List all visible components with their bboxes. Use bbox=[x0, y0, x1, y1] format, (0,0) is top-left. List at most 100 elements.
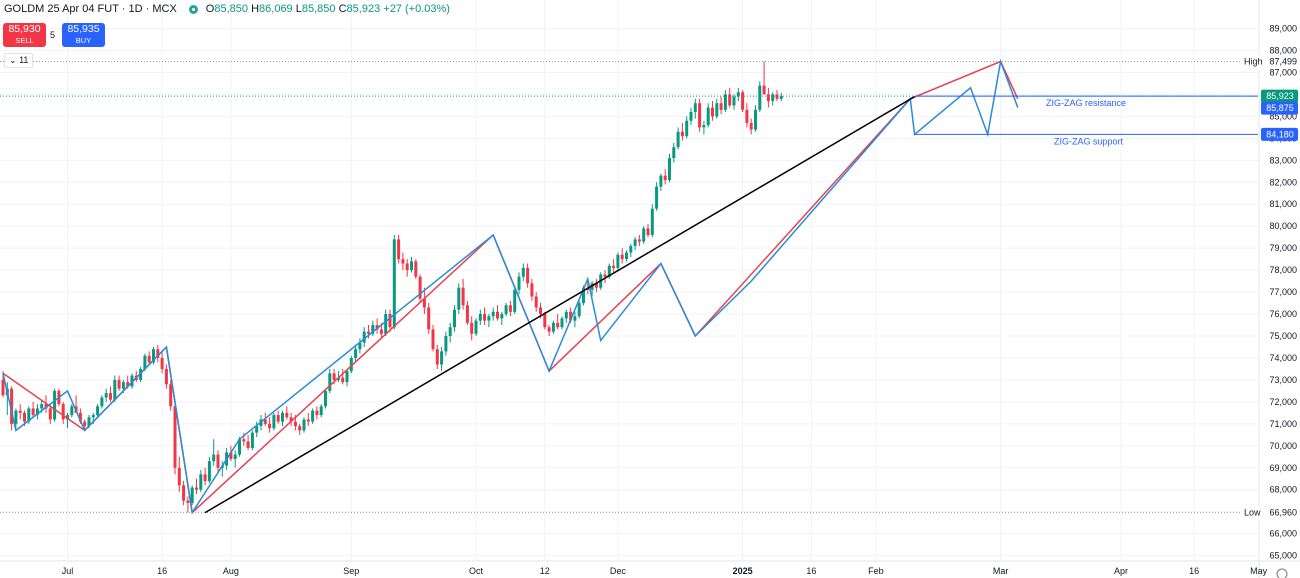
candle-body bbox=[302, 419, 306, 431]
symbol-header: GOLDM 25 Apr 04 FUT · 1D · MCX O85,850 H… bbox=[4, 3, 450, 15]
candle-body bbox=[594, 283, 598, 288]
candle-body bbox=[53, 390, 57, 420]
candle-body bbox=[564, 311, 568, 319]
y-tick-label: 66,000 bbox=[1269, 529, 1297, 539]
candle-body bbox=[453, 309, 456, 328]
candle-body bbox=[771, 94, 775, 102]
candle-body bbox=[569, 311, 573, 321]
close-label: C bbox=[338, 3, 347, 15]
candle-body bbox=[379, 329, 383, 334]
low-label: L bbox=[295, 3, 302, 15]
candle-body bbox=[444, 336, 448, 352]
candle-body bbox=[689, 112, 693, 121]
high-label: H bbox=[251, 3, 260, 15]
candle-body bbox=[633, 239, 637, 246]
symbol-title[interactable]: GOLDM 25 Apr 04 FUT · 1D · MCX bbox=[4, 3, 177, 15]
y-tick-label: 68,000 bbox=[1269, 485, 1297, 495]
candle-body bbox=[190, 487, 194, 503]
last-price-text: 85,923 bbox=[1266, 91, 1294, 101]
hl-price-text: 87,499 bbox=[1269, 57, 1297, 67]
candle-body bbox=[483, 314, 487, 321]
candle-body bbox=[646, 228, 650, 235]
candle-body bbox=[272, 415, 276, 429]
candle-body bbox=[749, 122, 753, 130]
resistance-label: ZIG-ZAG resistance bbox=[1046, 98, 1126, 108]
candle-body bbox=[754, 109, 757, 130]
candle-body bbox=[195, 487, 198, 490]
market-status-icon bbox=[188, 4, 198, 14]
y-tick-label: 77,000 bbox=[1269, 287, 1297, 297]
candle-body bbox=[500, 314, 504, 319]
candle-body bbox=[349, 357, 353, 372]
candle-body bbox=[298, 426, 302, 431]
y-tick-label: 85,000 bbox=[1269, 111, 1297, 121]
candle-body bbox=[513, 289, 517, 312]
trendline bbox=[204, 95, 915, 514]
candle-body bbox=[70, 406, 74, 416]
candle-body bbox=[706, 107, 710, 126]
candle-body bbox=[461, 287, 465, 306]
close-value: 85,923 bbox=[346, 3, 381, 15]
candle-body bbox=[539, 307, 542, 315]
level-price-badge bbox=[1261, 101, 1298, 115]
buy-button[interactable]: 85,935 BUY bbox=[62, 23, 105, 47]
candle-body bbox=[281, 412, 284, 422]
y-tick-label: 69,000 bbox=[1269, 463, 1297, 473]
indicators-toggle[interactable]: ⌄ 11 bbox=[4, 53, 34, 68]
candle-body bbox=[397, 239, 401, 260]
candle-body bbox=[78, 412, 82, 422]
candle-body bbox=[642, 228, 646, 242]
candle-body bbox=[96, 406, 100, 416]
hl-price-text: 66,960 bbox=[1269, 508, 1297, 518]
candle-body bbox=[616, 254, 620, 268]
candle-body bbox=[435, 349, 439, 365]
candle-body bbox=[109, 393, 112, 400]
y-tick-label: 74,000 bbox=[1269, 353, 1297, 363]
candle-body bbox=[199, 474, 203, 490]
candle-body bbox=[207, 461, 211, 481]
candle-body bbox=[388, 314, 392, 328]
candle-body bbox=[487, 316, 491, 321]
candle-body bbox=[164, 368, 168, 385]
candle-body bbox=[336, 377, 340, 380]
y-tick-label: 81,000 bbox=[1269, 199, 1297, 209]
x-tick-label: 12 bbox=[540, 566, 550, 576]
candle-body bbox=[345, 371, 349, 383]
candle-body bbox=[410, 261, 413, 271]
low-label: Low bbox=[1244, 508, 1261, 518]
candle-body bbox=[741, 92, 745, 110]
candle-body bbox=[61, 404, 65, 420]
candle-body bbox=[405, 263, 409, 271]
candle-body bbox=[762, 85, 766, 95]
candle-body bbox=[27, 408, 31, 422]
candle-body bbox=[534, 296, 538, 308]
candle-body bbox=[728, 94, 732, 106]
candle-body bbox=[496, 311, 499, 319]
candle-body bbox=[177, 467, 181, 486]
zigzag-red-line bbox=[2, 60, 1019, 515]
y-tick-label: 72,000 bbox=[1269, 397, 1297, 407]
candle-body bbox=[203, 474, 207, 481]
candle-body bbox=[577, 303, 581, 317]
x-tick-label: 16 bbox=[1189, 566, 1199, 576]
candle-body bbox=[358, 342, 362, 350]
sell-button[interactable]: 85,930 SELL bbox=[3, 23, 46, 47]
candle-body bbox=[766, 94, 770, 102]
candle-body bbox=[263, 419, 267, 424]
candle-body bbox=[650, 208, 654, 235]
candle-body bbox=[229, 452, 233, 459]
candle-body bbox=[711, 107, 714, 117]
x-tick-label: Sep bbox=[343, 566, 359, 576]
candle-body bbox=[663, 175, 667, 181]
candle-body bbox=[474, 320, 478, 334]
candle-body bbox=[104, 393, 108, 398]
candle-body bbox=[508, 305, 512, 312]
candle-body bbox=[255, 426, 259, 433]
y-tick-label: 82,000 bbox=[1269, 177, 1297, 187]
candle-body bbox=[186, 500, 190, 503]
y-tick-label: 88,000 bbox=[1269, 46, 1297, 56]
candle-body bbox=[238, 439, 241, 455]
x-tick-label: Aug bbox=[223, 566, 239, 576]
